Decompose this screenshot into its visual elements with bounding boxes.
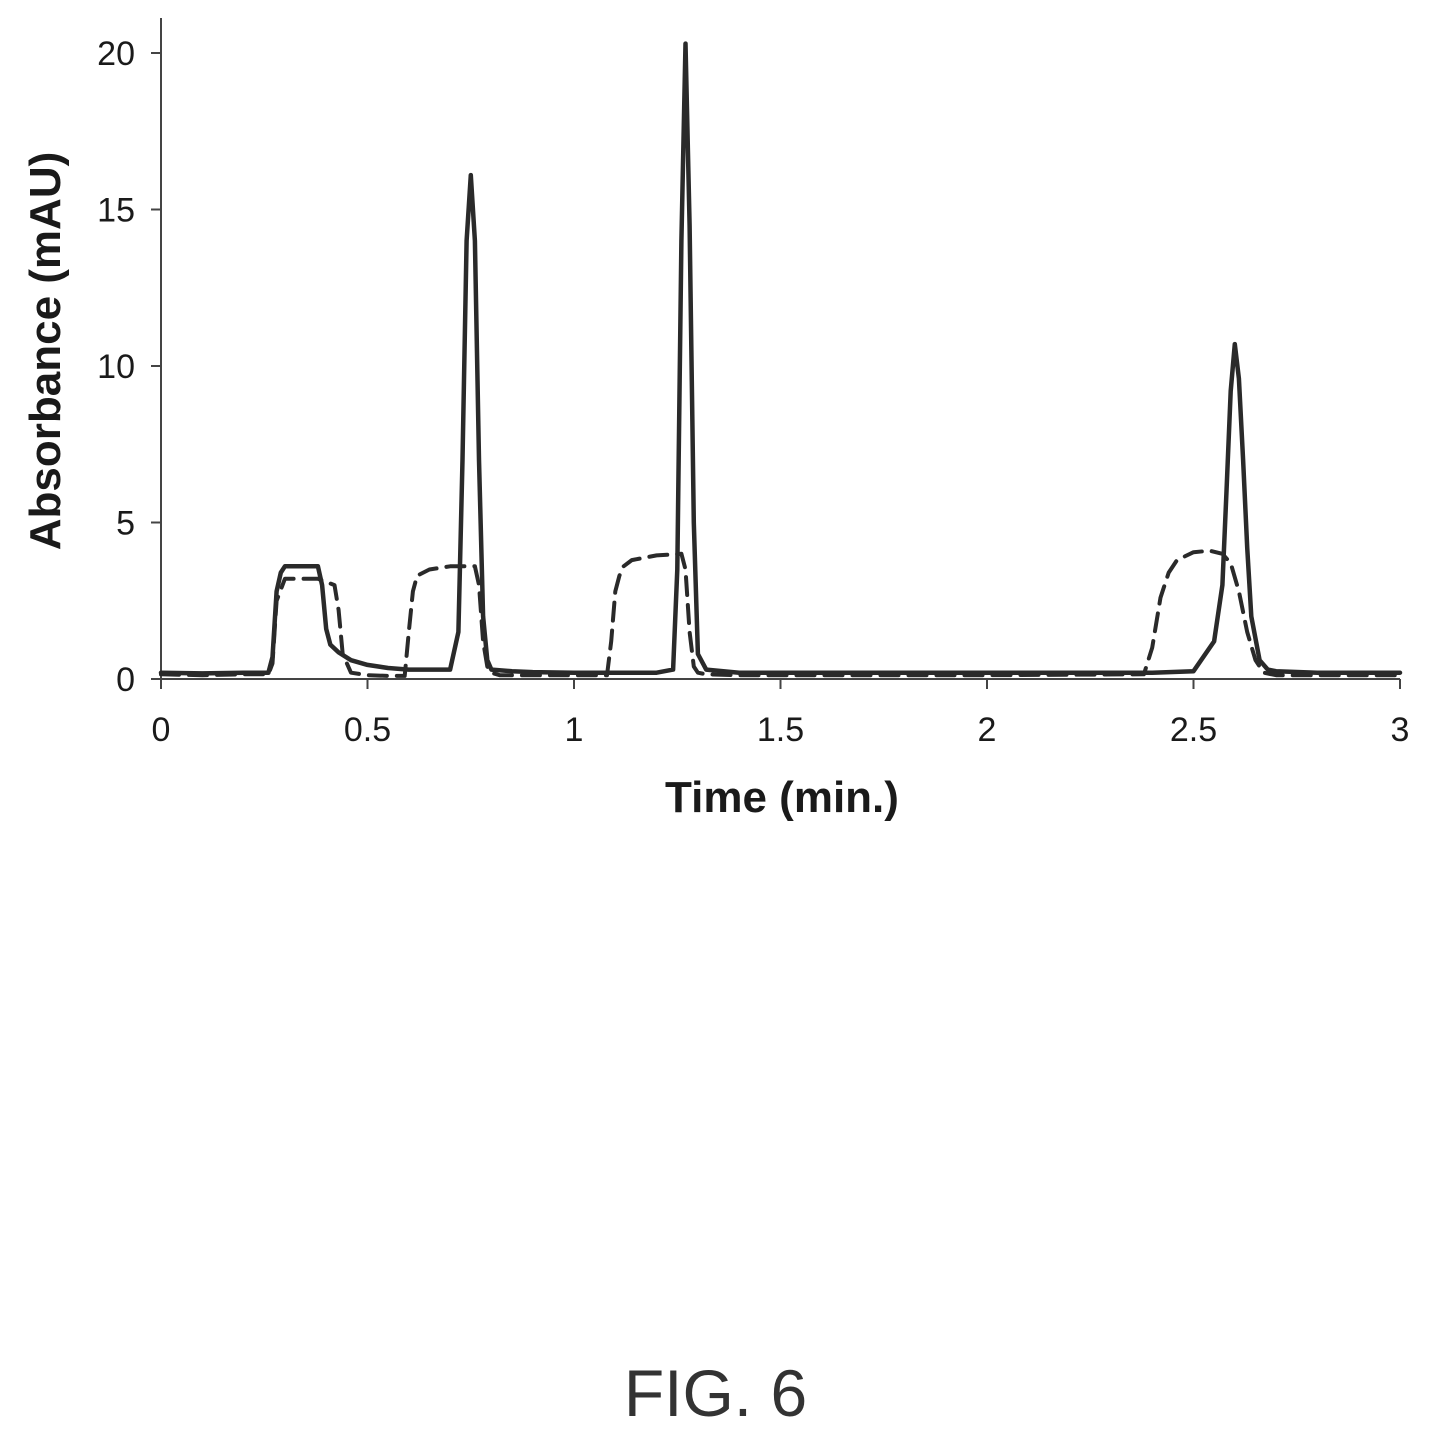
axes xyxy=(160,18,1400,680)
series-layer xyxy=(158,41,1403,678)
y-axis-title: Absorbance (mAU) xyxy=(21,152,70,551)
x-axis-title: Time (min.) xyxy=(665,773,899,822)
x-tick-label: 2 xyxy=(978,711,997,749)
y-tick-label: 5 xyxy=(116,505,135,543)
y-tick-label: 10 xyxy=(97,348,135,386)
x-tick-label: 1 xyxy=(565,711,584,749)
y-tick-label: 15 xyxy=(97,192,135,230)
x-tick-label: 0.5 xyxy=(344,711,391,749)
x-tick-label: 2.5 xyxy=(1170,711,1217,749)
y-tick-label: 0 xyxy=(116,661,135,699)
y-tick-label: 20 xyxy=(97,35,135,73)
x-tick-label: 0 xyxy=(152,711,171,749)
x-tick-label: 1.5 xyxy=(757,711,804,749)
x-tick-label: 3 xyxy=(1391,711,1410,749)
x-ticks: 0 0.5 1 1.5 2 2.5 3 xyxy=(152,679,1410,749)
dashed-series-line xyxy=(159,548,1402,678)
y-ticks: 0 5 10 15 20 xyxy=(97,35,161,699)
solid-series-line xyxy=(158,41,1403,676)
figure-caption: FIG. 6 xyxy=(623,1356,808,1430)
